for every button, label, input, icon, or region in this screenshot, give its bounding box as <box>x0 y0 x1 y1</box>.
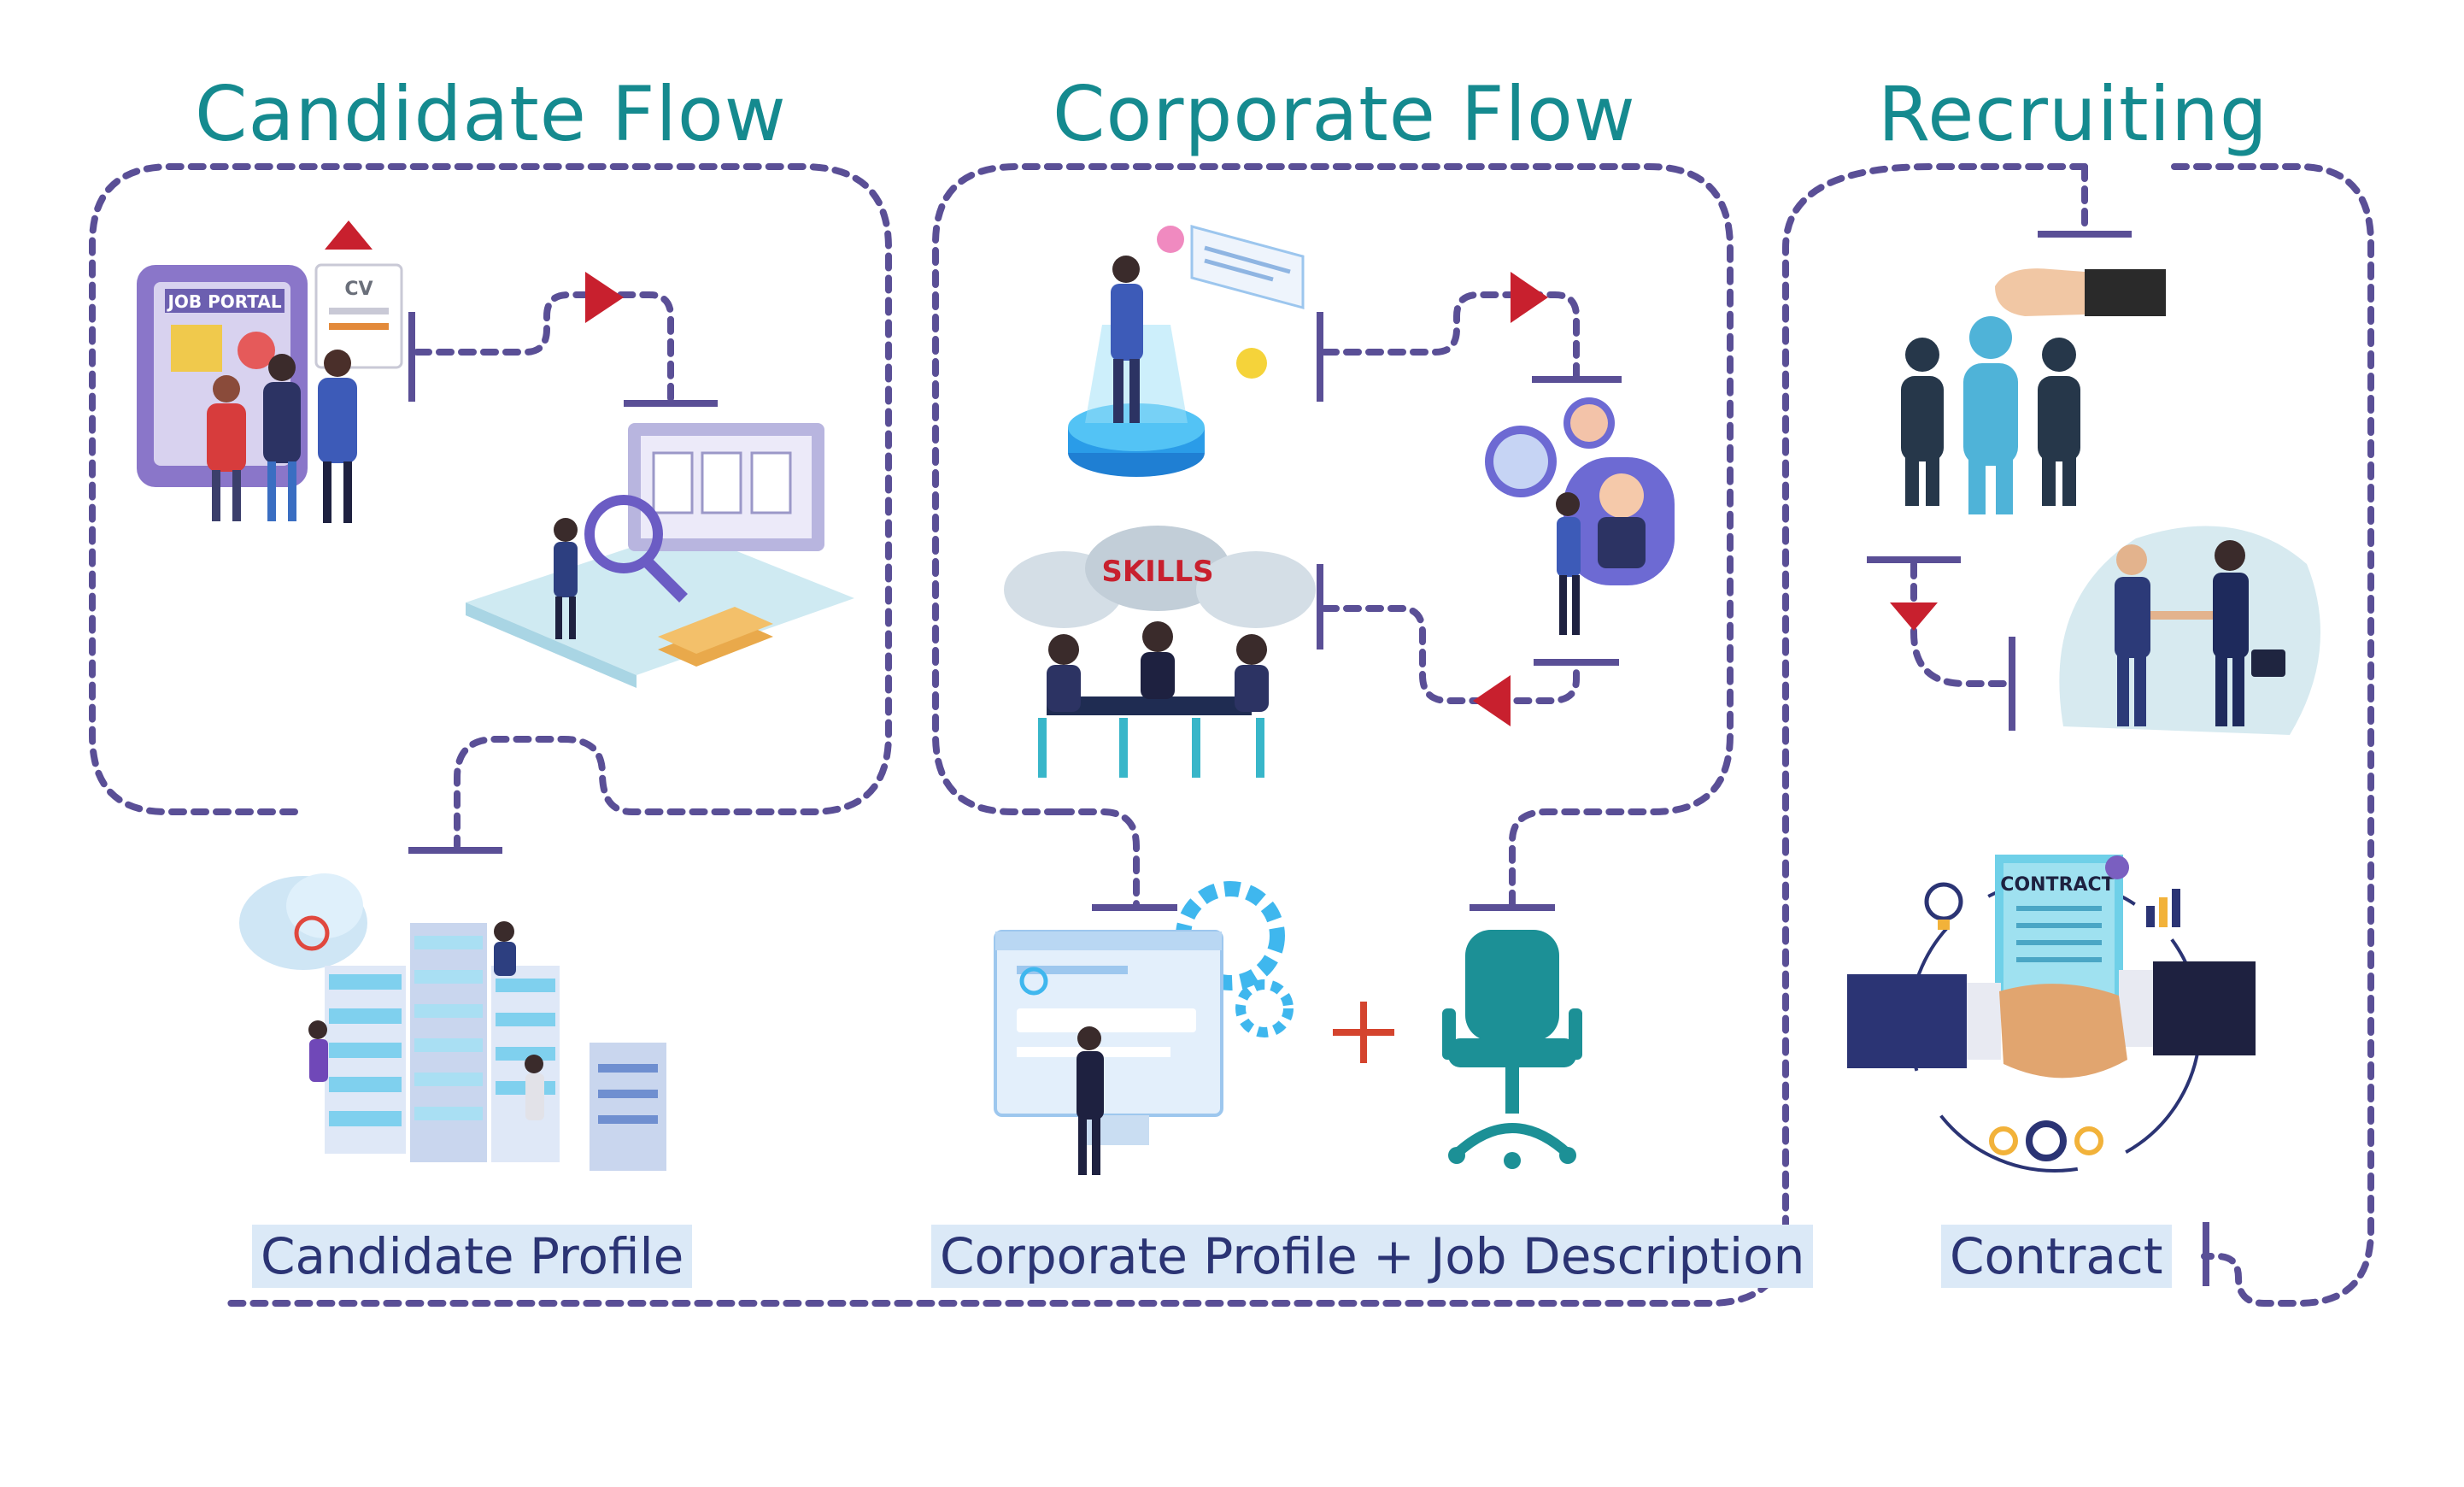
plus-sign <box>1333 1002 1394 1063</box>
contract-label: Contract <box>1941 1225 2172 1288</box>
recruiting-boundary <box>2171 163 2374 1307</box>
corporate-profile-screen-illustration <box>994 881 1294 1175</box>
candidate-flow-boundary <box>89 163 892 849</box>
candidate-inner-path <box>414 291 674 405</box>
corporate-left-drop <box>1056 808 1140 909</box>
virtual-screen-illustration <box>1068 225 1305 477</box>
corporate-top-path <box>1321 291 1580 379</box>
corporate-bottom-arrow <box>1473 675 1511 726</box>
candidate-profile-label: Candidate Profile <box>252 1225 693 1288</box>
cv-text: CV <box>344 279 373 300</box>
business-handshake-illustration <box>2059 526 2320 735</box>
corporate-top-arrow <box>1511 272 1548 323</box>
office-chair-illustration <box>1442 930 1582 1169</box>
candidate-inner-arrow <box>585 272 624 323</box>
contract-doc-text: CONTRACT <box>2000 874 2114 896</box>
job-portal-up-arrow <box>325 220 373 250</box>
corporate-bottom-path <box>1321 605 1580 704</box>
title-candidate-flow: Candidate Flow <box>195 70 787 158</box>
job-portal-illustration: JOB PORTAL CV <box>137 263 403 523</box>
title-corporate-flow: Corporate Flow <box>1053 70 1636 158</box>
video-call-illustration <box>1485 397 1675 635</box>
corporate-profile-job-label: Corporate Profile + Job Description <box>931 1225 1814 1288</box>
cloud-datacenter-illustration <box>239 873 666 1171</box>
skills-text: SKILLS <box>1101 555 1213 589</box>
recruiting-inner-arrow <box>1890 602 1938 631</box>
title-recruiting: Recruiting <box>1878 70 2268 158</box>
corporate-flow-boundary <box>932 163 1734 909</box>
hand-picking-candidate-illustration <box>1901 268 2166 514</box>
contract-handshake-illustration: CONTRACT <box>1847 855 2256 1173</box>
recruiting-inner-path <box>1910 561 2011 687</box>
resume-search-illustration <box>466 423 854 688</box>
job-portal-text: JOB PORTAL <box>166 291 281 312</box>
skills-meeting-illustration: SKILLS <box>1004 526 1316 778</box>
